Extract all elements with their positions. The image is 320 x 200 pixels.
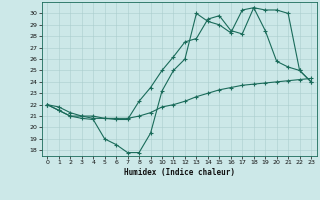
X-axis label: Humidex (Indice chaleur): Humidex (Indice chaleur)	[124, 168, 235, 177]
